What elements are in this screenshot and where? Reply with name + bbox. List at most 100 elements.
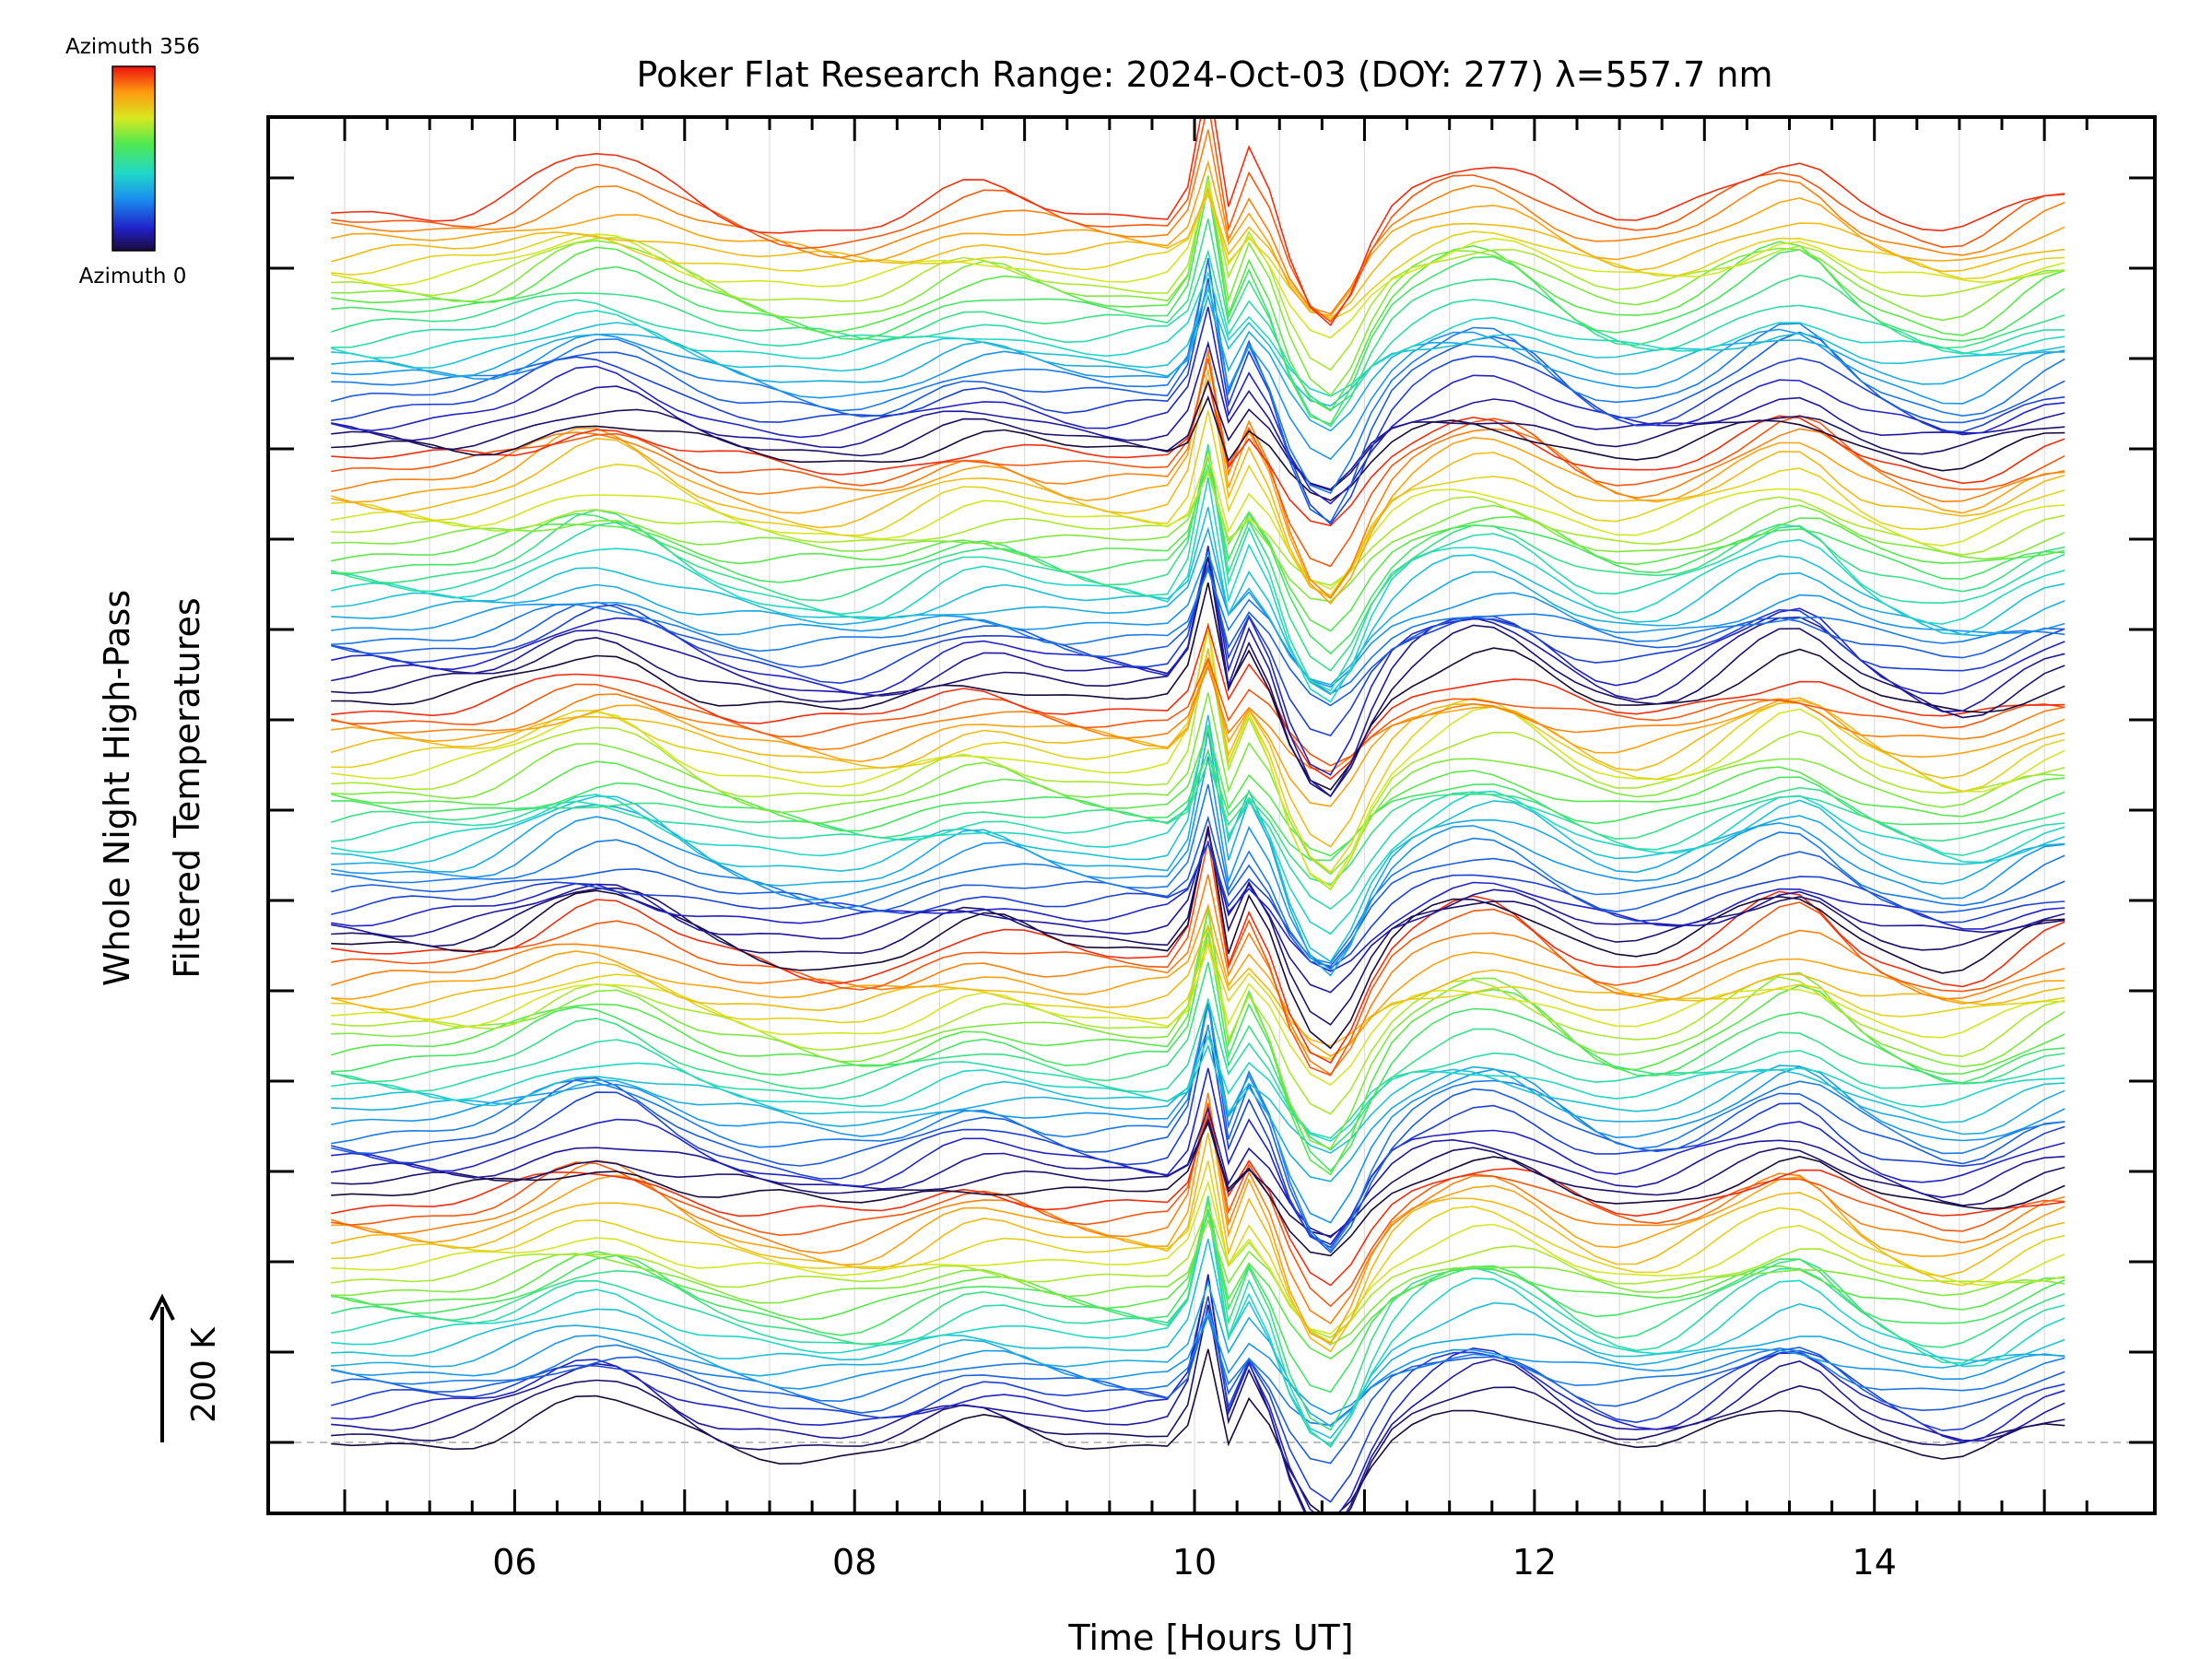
series-line xyxy=(331,470,2065,587)
series-line xyxy=(331,340,2065,490)
series-line xyxy=(331,907,2065,1150)
series-line xyxy=(330,874,2065,1076)
series-line xyxy=(331,260,2065,494)
colorbar-max-label: Azimuth 356 xyxy=(65,35,200,59)
x-tick-label: 12 xyxy=(1512,1542,1557,1583)
series-line xyxy=(331,1103,2065,1308)
series-line xyxy=(331,249,2065,411)
series-line xyxy=(331,665,2065,772)
y-axis-label: Whole Night High-Pass Filtered Temperatu… xyxy=(97,590,207,986)
series-line xyxy=(331,186,2065,426)
series-line xyxy=(331,1208,2065,1446)
x-tick-label: 08 xyxy=(832,1542,877,1583)
series-line xyxy=(330,188,2065,320)
series-line xyxy=(331,129,2065,315)
series-line xyxy=(330,923,2065,1047)
series-line xyxy=(331,1034,2065,1143)
series-line xyxy=(330,1296,2065,1503)
series-line xyxy=(331,359,2065,568)
series-line xyxy=(331,747,2065,911)
series-line xyxy=(330,961,2065,1151)
series-line xyxy=(331,380,2065,491)
series-line xyxy=(331,656,2065,767)
series-line xyxy=(330,649,2065,848)
series-line xyxy=(331,567,2065,695)
series-line xyxy=(331,1313,2065,1427)
x-tick-label: 06 xyxy=(492,1542,536,1583)
series-line xyxy=(331,756,2065,971)
series-line xyxy=(331,840,2065,1077)
scale-bar-label: 200 K xyxy=(185,1326,223,1423)
series-line xyxy=(331,997,2065,1139)
series-line xyxy=(331,1006,2065,1224)
series-line xyxy=(331,306,2065,505)
series-line xyxy=(331,1180,2065,1335)
series-line xyxy=(330,815,2065,968)
series-line xyxy=(331,159,2065,317)
series-line xyxy=(330,1092,2065,1324)
series-line xyxy=(331,394,2065,501)
series-line xyxy=(331,902,2065,1058)
series-line xyxy=(331,724,2065,935)
series-line xyxy=(331,192,2065,322)
series-line xyxy=(331,1304,2065,1513)
series-line xyxy=(331,1067,2065,1246)
series-line xyxy=(330,270,2065,397)
series-line xyxy=(331,463,2065,632)
series-line xyxy=(331,287,2065,407)
series-line xyxy=(331,1024,2065,1249)
series-line xyxy=(331,451,2065,591)
series-line xyxy=(330,218,2065,428)
series-line xyxy=(331,692,2065,876)
series-line xyxy=(331,828,2065,1026)
series-line xyxy=(331,1160,2065,1344)
series-line xyxy=(331,506,2065,696)
series-line xyxy=(330,910,2065,1176)
series-line xyxy=(331,629,2065,874)
colorbar-legend: Azimuth 356 Azimuth 0 xyxy=(65,35,200,288)
series-line xyxy=(331,840,2065,970)
x-tick-label: 14 xyxy=(1853,1542,1897,1583)
series-line xyxy=(331,1023,2065,1182)
series-line xyxy=(331,622,2065,781)
series-line xyxy=(331,582,2065,791)
series-line xyxy=(331,117,2065,324)
scale-bar-arrowhead xyxy=(149,1293,175,1321)
series-line xyxy=(331,1112,2065,1287)
x-tick-label: 10 xyxy=(1172,1542,1217,1583)
series-line xyxy=(331,648,2065,891)
series-line xyxy=(331,117,2065,327)
series-lines xyxy=(330,117,2065,1513)
series-line xyxy=(331,1121,2065,1238)
series-line xyxy=(331,526,2065,686)
axis-ticks xyxy=(268,117,2155,1513)
y-axis-label-line2: Filtered Temperatures xyxy=(167,597,207,978)
plot-frame xyxy=(266,115,2157,1515)
series-line xyxy=(331,748,2065,862)
series-line xyxy=(331,783,2065,965)
series-line xyxy=(331,725,2065,857)
scale-bar: 200 K xyxy=(149,1293,223,1442)
series-line xyxy=(331,938,2065,1061)
series-line xyxy=(331,550,2065,737)
y-axis-label-line1: Whole Night High-Pass xyxy=(97,590,137,986)
series-line xyxy=(330,759,2065,886)
series-line xyxy=(331,658,2065,807)
series-line xyxy=(331,557,2065,797)
series-line xyxy=(331,1198,2065,1394)
series-line xyxy=(331,477,2065,703)
series-line xyxy=(331,449,2065,692)
colorbar xyxy=(112,65,156,252)
series-line xyxy=(331,410,2065,596)
series-line xyxy=(331,281,2065,461)
chart-title: Poker Flat Research Range: 2024-Oct-03 (… xyxy=(637,54,1773,95)
series-line xyxy=(331,825,2065,1065)
series-line xyxy=(331,293,2065,432)
series-line xyxy=(331,927,2065,1115)
series-line xyxy=(331,1003,2065,1254)
series-line xyxy=(331,1279,2065,1428)
series-line xyxy=(331,1132,2065,1353)
colorbar-min-label: Azimuth 0 xyxy=(79,265,187,288)
series-line xyxy=(331,1309,2065,1416)
